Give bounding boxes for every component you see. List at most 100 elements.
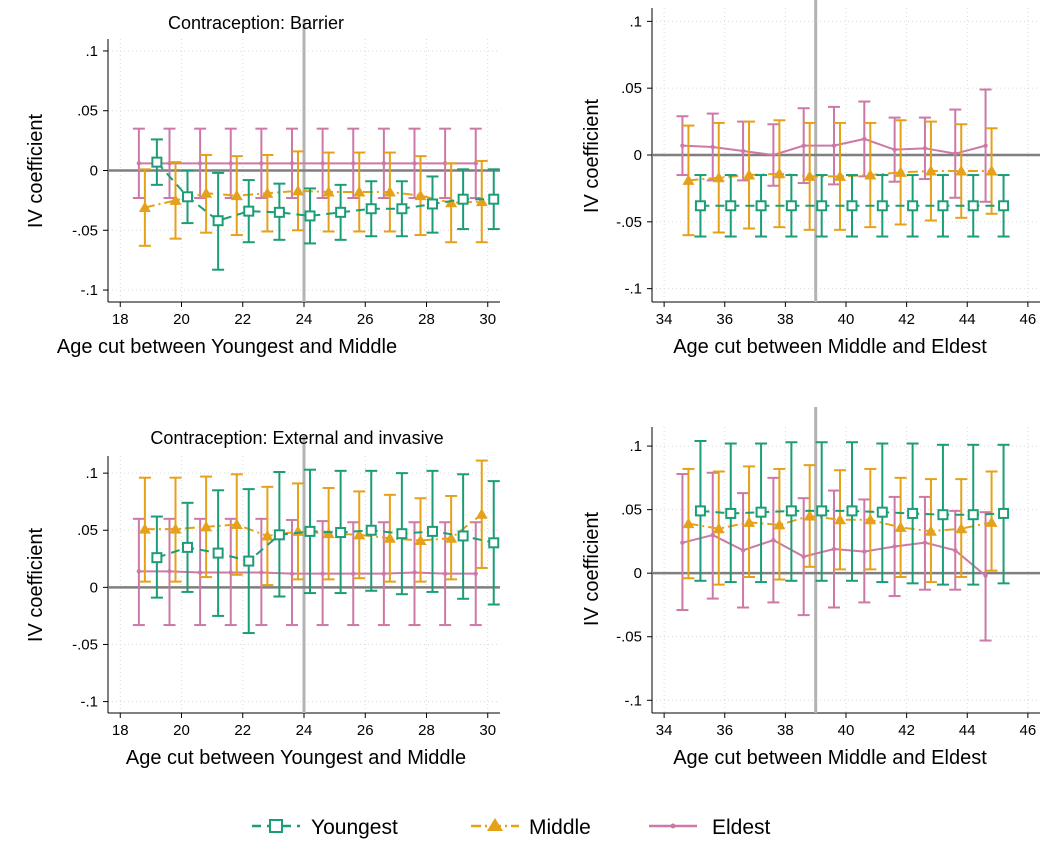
point-marker bbox=[396, 203, 408, 215]
point-marker bbox=[457, 193, 469, 205]
point-marker bbox=[864, 513, 877, 525]
point-marker bbox=[228, 161, 233, 166]
legend-item-eldest: Eldest bbox=[649, 816, 771, 839]
point-marker bbox=[682, 174, 695, 185]
x-tick-label: 40 bbox=[838, 311, 855, 328]
point-marker bbox=[200, 520, 213, 532]
series-middle bbox=[682, 119, 998, 237]
point-marker bbox=[755, 200, 767, 212]
point-marker bbox=[304, 210, 316, 222]
point-marker bbox=[846, 505, 858, 517]
y-tick-label: .1 bbox=[85, 43, 98, 60]
point-marker bbox=[261, 187, 274, 198]
point-marker bbox=[351, 161, 356, 166]
x-tick-label: 30 bbox=[479, 722, 496, 739]
y-tick-label: .05 bbox=[77, 522, 98, 539]
point-marker bbox=[200, 187, 213, 198]
point-marker bbox=[922, 540, 928, 545]
series-middle bbox=[138, 150, 488, 247]
point-marker bbox=[967, 200, 979, 212]
series-youngest bbox=[150, 138, 500, 271]
point-marker bbox=[682, 517, 695, 529]
point-marker bbox=[320, 571, 325, 576]
point-marker bbox=[694, 505, 706, 517]
plot-area: 34 36 38 40 42 44 46 -.1 -.05 0 .05 .1 bbox=[616, 0, 1040, 328]
point-marker bbox=[228, 570, 233, 575]
point-marker bbox=[273, 206, 285, 218]
point-marker bbox=[365, 203, 377, 215]
point-marker bbox=[414, 534, 427, 546]
point-marker bbox=[755, 506, 767, 518]
point-marker bbox=[197, 161, 203, 166]
series-eldest bbox=[676, 471, 992, 642]
point-marker bbox=[831, 143, 837, 148]
point-marker bbox=[353, 186, 366, 197]
point-marker bbox=[680, 540, 685, 545]
point-marker bbox=[230, 518, 243, 530]
y-tick-label: -.1 bbox=[80, 694, 98, 711]
point-marker bbox=[261, 529, 274, 541]
y-tick-label: 0 bbox=[90, 163, 98, 180]
legend: Youngest Middle Eldest bbox=[252, 816, 771, 839]
x-axis-title: Age cut between Youngest and Middle bbox=[57, 336, 397, 358]
plot-area: 18 20 22 24 26 28 30 -.1 -.05 0 .05 .1 bbox=[72, 19, 500, 328]
point-marker bbox=[292, 184, 304, 196]
point-marker bbox=[273, 529, 285, 541]
point-marker bbox=[488, 193, 500, 205]
point-marker bbox=[955, 165, 968, 176]
point-marker bbox=[322, 186, 335, 197]
x-tick-label: 24 bbox=[296, 311, 313, 328]
x-tick-label: 28 bbox=[418, 722, 435, 739]
x-tick-label: 24 bbox=[296, 722, 313, 739]
point-marker bbox=[365, 524, 377, 536]
x-axis-title: Age cut between Middle and Eldest bbox=[673, 747, 987, 769]
point-marker bbox=[862, 549, 867, 554]
point-marker bbox=[955, 522, 968, 534]
point-marker bbox=[725, 507, 737, 519]
x-tick-label: 26 bbox=[357, 722, 374, 739]
point-marker bbox=[169, 194, 182, 205]
panel-barrier-middle-eldest: 34 36 38 40 42 44 46 -.1 -.05 0 .05 .1 Age cut betw… bbox=[581, 0, 1040, 358]
x-tick-label: 20 bbox=[173, 722, 190, 739]
point-marker bbox=[289, 161, 295, 166]
point-marker bbox=[983, 143, 988, 148]
y-axis-title: IV coefficient bbox=[581, 98, 603, 213]
series-youngest bbox=[694, 439, 1010, 586]
legend-label-youngest: Youngest bbox=[311, 816, 398, 839]
point-marker bbox=[740, 548, 746, 553]
point-marker bbox=[937, 200, 949, 212]
y-tick-label: -.1 bbox=[80, 282, 98, 299]
y-tick-label: -.1 bbox=[624, 692, 642, 709]
point-marker bbox=[442, 571, 448, 576]
series-youngest bbox=[694, 174, 1010, 238]
point-marker bbox=[414, 189, 427, 201]
point-marker bbox=[998, 507, 1010, 519]
point-marker bbox=[230, 189, 243, 201]
point-marker bbox=[801, 143, 806, 148]
panel-title: Contraception: Barrier bbox=[168, 13, 344, 33]
point-marker bbox=[169, 523, 182, 534]
x-tick-label: 34 bbox=[656, 311, 673, 328]
point-marker bbox=[773, 167, 786, 179]
y-tick-label: .1 bbox=[629, 13, 642, 30]
x-axis-title: Age cut between Youngest and Middle bbox=[126, 747, 466, 769]
point-marker bbox=[182, 541, 193, 553]
x-tick-label: 20 bbox=[173, 311, 190, 328]
point-marker bbox=[694, 200, 706, 212]
x-tick-label: 18 bbox=[112, 311, 129, 328]
x-tick-label: 36 bbox=[716, 311, 733, 328]
y-axis-title: IV coefficient bbox=[581, 511, 603, 626]
x-tick-label: 28 bbox=[418, 311, 435, 328]
point-marker bbox=[136, 569, 142, 574]
y-tick-label: -.05 bbox=[616, 214, 642, 231]
x-tick-label: 36 bbox=[716, 722, 733, 739]
panel-barrier-youngest-middle: 18 20 22 24 26 28 30 -.1 -.05 0 .05 .1 Contraceptio… bbox=[25, 13, 500, 358]
legend-marker-eldest bbox=[670, 823, 676, 829]
point-marker bbox=[473, 571, 478, 576]
point-marker bbox=[803, 509, 816, 521]
y-axis-title: IV coefficient bbox=[25, 113, 47, 228]
point-marker bbox=[320, 161, 325, 166]
point-marker bbox=[259, 570, 264, 575]
point-marker bbox=[894, 521, 907, 532]
